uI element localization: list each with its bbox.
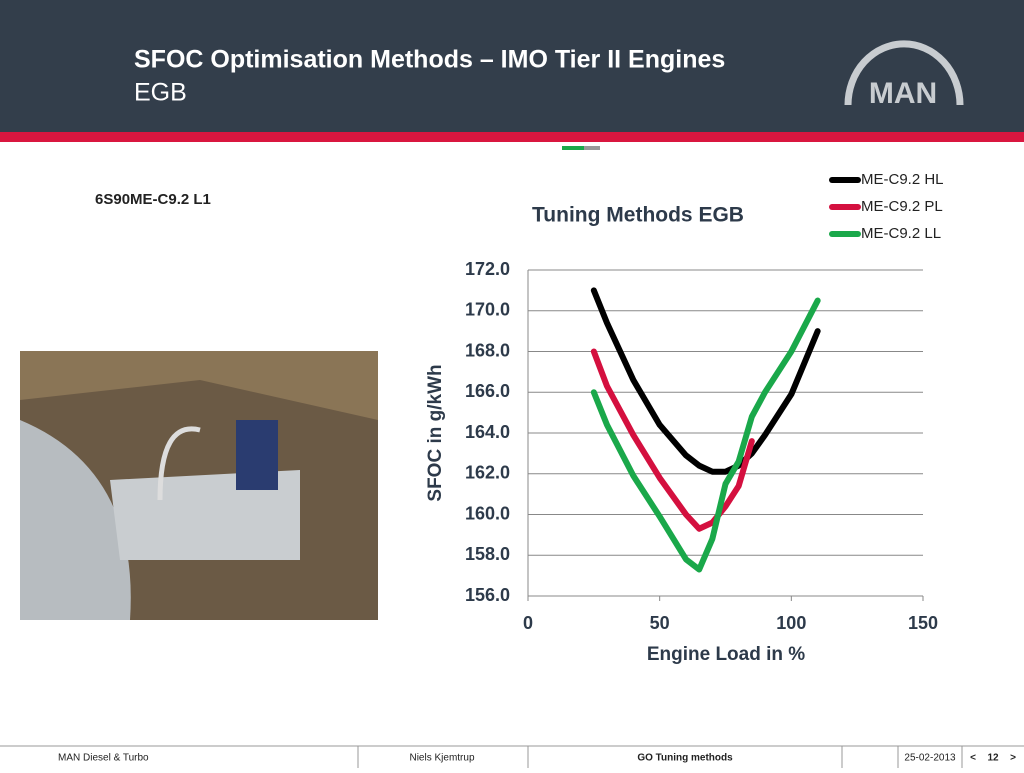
footer-company: MAN Diesel & Turbo: [58, 753, 149, 764]
legend-label: ME-C9.2 HL: [861, 171, 944, 188]
photo-pipe: [20, 420, 131, 620]
y-tick-label: 162.0: [465, 463, 510, 483]
chart-title: Tuning Methods EGB: [532, 204, 744, 227]
series-line: [590, 287, 821, 475]
y-tick-label: 156.0: [465, 585, 510, 605]
header-band: [0, 0, 1024, 132]
y-tick-label: 158.0: [465, 544, 510, 564]
photo-duct: [110, 470, 300, 560]
prev-button[interactable]: <: [970, 753, 976, 764]
legend-label: ME-C9.2 PL: [861, 198, 943, 215]
y-tick-label: 170.0: [465, 300, 510, 320]
chart: Tuning Methods EGB Engine Load in % SFOC…: [425, 171, 944, 665]
slide-title: SFOC Optimisation Methods – IMO Tier II …: [134, 46, 725, 74]
accent-gray: [584, 146, 600, 150]
x-tick-label: 50: [650, 613, 670, 633]
x-tick-label: 0: [523, 613, 533, 633]
footer-date: 25-02-2013: [904, 753, 956, 764]
logo-text: MAN: [869, 77, 937, 110]
y-tick-label: 168.0: [465, 340, 510, 360]
logo: MAN: [844, 40, 964, 110]
next-button[interactable]: >: [1010, 753, 1016, 764]
x-tick-label: 150: [908, 613, 938, 633]
y-tick-label: 164.0: [465, 422, 510, 442]
photo-cable: [157, 426, 201, 501]
accent-green: [562, 146, 584, 150]
header-stripe: [0, 132, 1024, 142]
y-tick-label: 166.0: [465, 381, 510, 401]
y-axis-label: SFOC in g/kWh: [425, 364, 446, 501]
photo: [20, 351, 378, 620]
photo-actuator: [236, 420, 278, 490]
footer: MAN Diesel & Turbo Niels Kjemtrup GO Tun…: [0, 745, 1024, 768]
page-number: 12: [987, 753, 999, 764]
x-tick-label: 100: [776, 613, 806, 633]
y-tick-label: 172.0: [465, 259, 510, 279]
slide-subtitle: EGB: [134, 79, 187, 107]
legend-label: ME-C9.2 LL: [861, 225, 941, 242]
series-line: [590, 297, 821, 573]
series-line: [590, 348, 755, 532]
footer-topic: GO Tuning methods: [637, 753, 733, 764]
footer-author: Niels Kjemtrup: [409, 753, 474, 764]
photo-roof: [20, 351, 378, 420]
x-axis-label: Engine Load in %: [647, 644, 805, 665]
y-tick-label: 160.0: [465, 503, 510, 523]
engine-label: 6S90ME-C9.2 L1: [95, 191, 211, 208]
logo-arc: [844, 40, 964, 106]
